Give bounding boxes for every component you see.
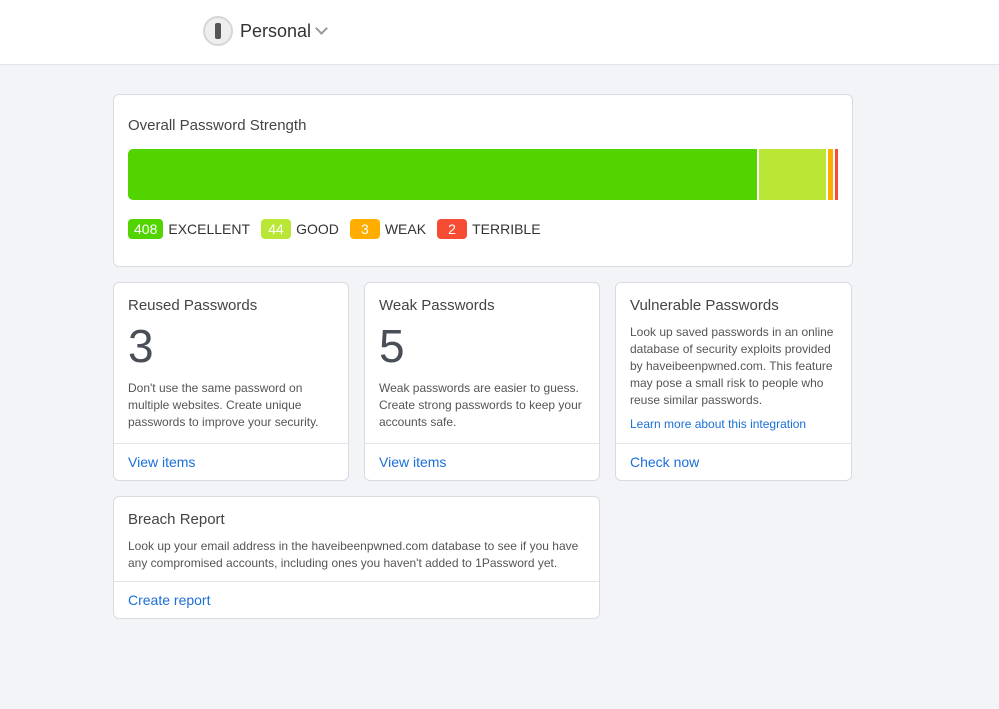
weak-passwords-card: Weak Passwords 5 Weak passwords are easi… <box>364 282 600 481</box>
chevron-down-icon <box>315 22 328 35</box>
account-name: Personal <box>240 20 312 41</box>
breach-report-card: Breach Report Look up your email address… <box>113 496 600 619</box>
card-description: Look up your email address in the haveib… <box>128 539 579 570</box>
weak-label: WEAK <box>384 221 427 237</box>
excellent-label: EXCELLENT <box>168 221 251 237</box>
good-count-badge: 44 <box>261 219 292 239</box>
card-title: Overall Password Strength <box>128 117 307 134</box>
strength-segment-excellent <box>128 149 757 200</box>
reused-passwords-card: Reused Passwords 3 Don't use the same pa… <box>113 282 349 481</box>
card-title: Reused Passwords <box>128 297 258 314</box>
weak-count-badge: 3 <box>349 219 380 239</box>
view-items-link[interactable]: View items <box>128 454 196 470</box>
weak-count: 5 <box>379 320 405 372</box>
vulnerable-passwords-card: Vulnerable Passwords Look up saved passw… <box>615 282 852 481</box>
strength-segment-terrible <box>834 149 838 200</box>
learn-more-link[interactable]: Learn more about this integration <box>630 417 807 431</box>
card-title: Breach Report <box>128 511 225 528</box>
terrible-count-badge: 2 <box>437 219 468 239</box>
create-report-link[interactable]: Create report <box>128 592 211 608</box>
strength-segment-good <box>758 149 827 200</box>
card-title: Vulnerable Passwords <box>630 297 779 314</box>
check-now-link[interactable]: Check now <box>630 454 700 470</box>
account-switcher[interactable]: Personal <box>203 16 328 46</box>
strength-bar <box>128 149 838 200</box>
good-label: GOOD <box>296 221 339 237</box>
header: Personal <box>0 0 999 65</box>
strength-segment-weak <box>828 149 833 200</box>
password-strength-card: Overall Password Strength 408 EXCELLENT 4… <box>113 94 853 267</box>
view-items-link[interactable]: View items <box>379 454 447 470</box>
1password-logo-icon <box>203 16 233 46</box>
card-description: Don't use the same password on multiple … <box>128 381 319 429</box>
card-description: Weak passwords are easier to guess. Crea… <box>379 381 582 429</box>
card-description: Look up saved passwords in an online dat… <box>630 325 834 407</box>
strength-legend: 408 EXCELLENT 44 GOOD 3 WEAK 2 TERRIBLE <box>128 219 552 239</box>
excellent-count-badge: 408 <box>128 219 164 239</box>
terrible-label: TERRIBLE <box>472 221 541 237</box>
reused-count: 3 <box>128 320 154 372</box>
card-title: Weak Passwords <box>379 297 495 314</box>
